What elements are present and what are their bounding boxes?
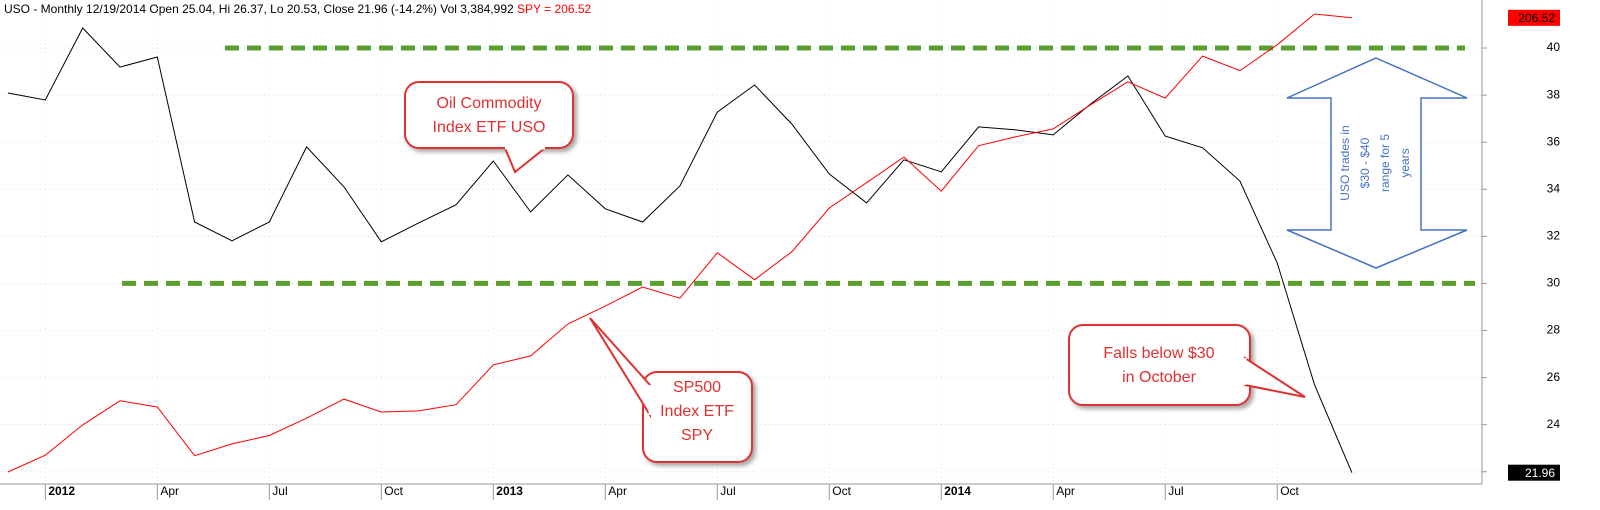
x-tick-label: Jul bbox=[720, 484, 735, 498]
series-line bbox=[7, 13, 1352, 473]
callout-text: SPY bbox=[681, 427, 713, 444]
callout: Falls below $30 in October bbox=[1068, 324, 1306, 406]
x-tick-label: Apr bbox=[1056, 484, 1075, 498]
callout: Oil Commodity Index ETF USO bbox=[404, 81, 574, 174]
header-spy: SPY = 206.52 bbox=[517, 2, 592, 16]
callout-box bbox=[1068, 324, 1251, 406]
header: USO - Monthly 12/19/2014 Open 25.04, Hi … bbox=[4, 2, 592, 16]
x-tick-label: 2013 bbox=[496, 484, 523, 498]
price-label: 206.52 bbox=[1518, 11, 1555, 25]
callout-text: SP500 bbox=[673, 379, 721, 396]
x-tick-label: Oct bbox=[832, 484, 851, 498]
x-tick-label: 2014 bbox=[944, 484, 971, 498]
x-tick-label: Apr bbox=[160, 484, 179, 498]
x-tick-label: Oct bbox=[1280, 484, 1299, 498]
callout-box bbox=[642, 371, 753, 463]
range-text-line: range for 5 bbox=[1378, 134, 1392, 192]
y-tick-label: 24 bbox=[1547, 417, 1561, 431]
range-text-line: $30 - $40 bbox=[1358, 137, 1372, 188]
price-label-box bbox=[1508, 9, 1560, 26]
callout-text: in October bbox=[1122, 369, 1196, 386]
callout-box bbox=[404, 81, 574, 149]
range-text: USO trades in $30 - $40 range for 5 years bbox=[1338, 125, 1412, 200]
header-text: USO - Monthly 12/19/2014 Open 25.04, Hi … bbox=[4, 2, 514, 16]
y-tick-label: 36 bbox=[1547, 134, 1561, 148]
series-line bbox=[7, 27, 1353, 473]
callout: SP500 Index ETF SPY bbox=[589, 317, 753, 463]
y-tick-label: 30 bbox=[1547, 276, 1561, 290]
x-tick-label: Apr bbox=[608, 484, 627, 498]
x-tick-label: 2012 bbox=[48, 484, 75, 498]
y-tick-label: 32 bbox=[1547, 229, 1561, 243]
callout-text: Index ETF bbox=[660, 403, 734, 420]
y-tick-label: 40 bbox=[1547, 40, 1561, 54]
range-text-line: years bbox=[1398, 148, 1412, 177]
x-tick-label: Jul bbox=[272, 484, 287, 498]
range-text-line: USO trades in bbox=[1338, 125, 1352, 200]
y-tick-label: 28 bbox=[1547, 323, 1561, 337]
callout-text: Oil Commodity bbox=[437, 95, 542, 112]
y-tick-label: 26 bbox=[1547, 370, 1561, 384]
callout-text: Falls below $30 bbox=[1103, 345, 1214, 362]
price-label: 21.96 bbox=[1525, 466, 1555, 480]
x-tick-label: Oct bbox=[384, 484, 403, 498]
range-arrow bbox=[1286, 57, 1468, 269]
y-tick-label: 38 bbox=[1547, 87, 1561, 101]
y-tick-label: 34 bbox=[1547, 181, 1561, 195]
callout-text: Index ETF USO bbox=[433, 119, 546, 136]
price-label-box bbox=[1508, 464, 1560, 481]
x-tick-label: Jul bbox=[1168, 484, 1183, 498]
